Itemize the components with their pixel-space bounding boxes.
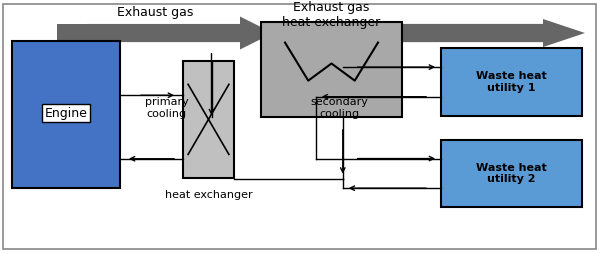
Bar — [441, 140, 582, 207]
Bar — [57, 25, 87, 41]
Text: secondary
cooling: secondary cooling — [310, 97, 368, 119]
Bar — [12, 41, 120, 188]
Bar — [57, 24, 87, 42]
Bar — [261, 22, 402, 117]
Bar — [441, 48, 582, 116]
Polygon shape — [87, 17, 273, 50]
Text: Engine: Engine — [44, 106, 88, 120]
Text: Exhaust gas
heat exchanger: Exhaust gas heat exchanger — [282, 1, 380, 29]
Text: Waste heat
utility 1: Waste heat utility 1 — [476, 71, 547, 93]
Text: Waste heat
utility 2: Waste heat utility 2 — [476, 163, 547, 184]
Text: Exhaust gas: Exhaust gas — [117, 6, 193, 19]
Text: heat exchanger: heat exchanger — [165, 190, 253, 200]
Bar — [183, 61, 234, 178]
Polygon shape — [402, 19, 585, 47]
Text: primary
cooling: primary cooling — [145, 97, 188, 119]
